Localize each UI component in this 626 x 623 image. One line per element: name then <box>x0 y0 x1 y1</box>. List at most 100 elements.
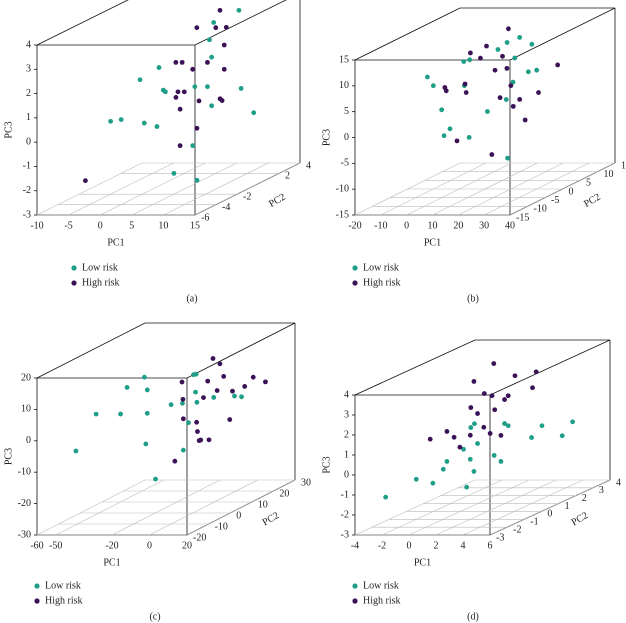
data-point <box>221 66 227 72</box>
x-tick-label: -5 <box>64 220 72 231</box>
data-point <box>539 423 545 429</box>
y-tick-label: 10 <box>604 169 614 180</box>
data-point <box>468 405 474 410</box>
box-edge <box>194 0 287 46</box>
grid-line <box>36 162 143 216</box>
data-point <box>468 425 474 430</box>
y-tick-label: -1 <box>530 517 538 528</box>
data-point <box>505 393 511 399</box>
data-point <box>108 118 113 124</box>
x-tick-label: 5 <box>129 220 134 231</box>
data-point <box>461 59 467 64</box>
grid-line <box>462 479 584 536</box>
z-tick-label: -5 <box>341 158 349 169</box>
data-point <box>522 117 528 123</box>
data-point <box>502 397 507 402</box>
data-point <box>211 20 217 25</box>
data-point <box>472 421 477 427</box>
y-axis-title: PC2 <box>570 510 590 528</box>
z-tick-label: 2 <box>26 88 31 99</box>
data-point <box>440 466 446 472</box>
grid-line <box>435 479 557 536</box>
legend-swatch <box>34 598 40 604</box>
y-tick-label: -2 <box>243 191 251 202</box>
data-point <box>510 103 516 109</box>
data-point <box>190 66 196 72</box>
x-tick-label: -10 <box>374 220 387 231</box>
data-point <box>491 453 497 458</box>
data-point <box>192 84 198 90</box>
y-axis-title: PC2 <box>261 510 281 528</box>
y-tick-label: 0 <box>569 186 574 197</box>
data-point <box>221 374 227 379</box>
data-point <box>504 65 510 71</box>
y-tick-label: 30 <box>301 477 311 488</box>
data-point <box>517 97 523 102</box>
z-tick-label: 10 <box>339 80 349 91</box>
data-point <box>173 59 179 65</box>
data-point <box>444 459 450 464</box>
x-axis-title: PC1 <box>107 237 124 248</box>
data-point <box>533 369 539 375</box>
data-point <box>154 124 160 129</box>
data-point <box>180 396 186 402</box>
data-point <box>508 83 514 89</box>
data-point <box>500 53 505 59</box>
data-point <box>213 25 219 31</box>
data-point <box>180 447 186 453</box>
grid-line <box>163 162 269 216</box>
z-tick-label: -2 <box>341 509 349 520</box>
x-tick-label: 6 <box>488 540 493 551</box>
data-point <box>118 411 123 417</box>
data-point <box>207 37 212 43</box>
y-tick-label: -5 <box>551 195 559 206</box>
data-point <box>177 143 183 149</box>
data-point <box>190 143 196 149</box>
data-point <box>232 393 237 399</box>
box-edge <box>36 322 146 379</box>
z-tick-label: 4 <box>26 39 31 50</box>
data-point <box>209 54 215 60</box>
data-point <box>425 74 430 80</box>
data-point <box>512 373 518 379</box>
data-point <box>503 97 509 102</box>
data-point <box>463 90 469 95</box>
data-point <box>510 79 516 85</box>
x-tick-label: 0 <box>407 540 412 551</box>
z-tick-label: -3 <box>23 209 31 220</box>
data-point <box>497 95 503 101</box>
data-point <box>141 120 147 126</box>
x-tick-label: 2 <box>434 540 439 551</box>
legend-swatch <box>34 583 40 589</box>
y-tick-label: 3 <box>599 485 604 496</box>
grid-line <box>489 479 611 536</box>
data-point <box>179 379 185 385</box>
data-point <box>505 155 510 161</box>
legend-label: High risk <box>82 277 120 288</box>
z-tick-label: 4 <box>344 389 349 400</box>
data-point <box>491 361 497 366</box>
box-edge <box>186 322 296 379</box>
y-tick-label: -3 <box>496 532 504 543</box>
data-point <box>451 434 457 440</box>
data-point <box>529 41 535 47</box>
data-point <box>461 446 466 452</box>
data-point <box>194 419 200 425</box>
data-point <box>156 65 162 70</box>
data-point <box>492 407 498 413</box>
data-point <box>194 25 200 31</box>
legend-swatch <box>71 280 77 286</box>
y-axis-title: PC2 <box>267 192 287 210</box>
data-point <box>466 135 472 140</box>
y-tick-label: 10 <box>258 499 268 510</box>
z-tick-label: 15 <box>339 54 349 65</box>
data-point <box>529 435 534 440</box>
data-point <box>144 387 150 393</box>
data-point <box>505 423 511 429</box>
z-tick-label: 3 <box>26 64 31 75</box>
panel: -4 -2 0 2 4 6-3-2-101234-3-2-101234PC1PC2PC3L… <box>321 339 621 622</box>
data-point <box>217 96 223 102</box>
box-edge <box>489 339 611 396</box>
data-point <box>181 89 187 95</box>
data-point <box>205 84 210 90</box>
